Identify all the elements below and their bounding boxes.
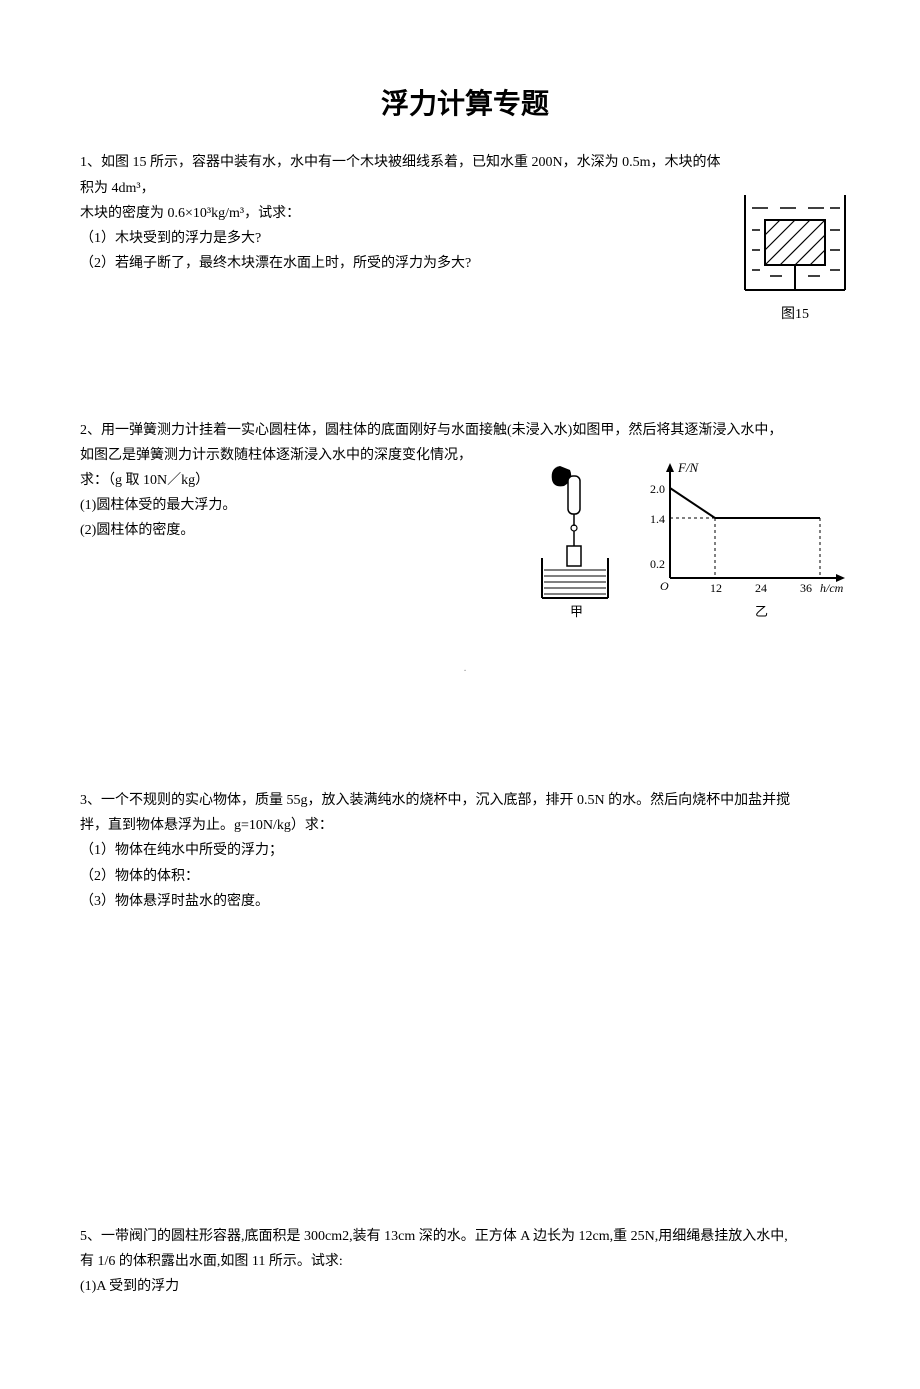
q5-line1: 5、一带阀门的圆柱形容器,底面积是 300cm2,装有 13cm 深的水。正方体…: [80, 1224, 850, 1249]
q1-line2: 木块的密度为 0.6×10³kg/m³，试求：: [80, 201, 730, 226]
q2-ytick-2: 2.0: [650, 482, 665, 496]
q3-sub2: （2）物体的体积：: [80, 864, 850, 889]
q2-xlabel: h/cm: [820, 581, 844, 595]
q2-xtick-12: 12: [710, 581, 722, 595]
q3-line2: 拌，直到物体悬浮为止。g=10N/kg）求：: [80, 813, 850, 838]
question-2: 2、用一弹簧测力计挂着一实心圆柱体，圆柱体的底面刚好与水面接触(未浸入水)如图甲…: [80, 418, 850, 628]
q3-sub1: （1）物体在纯水中所受的浮力；: [80, 838, 850, 863]
page-title: 浮力计算专题: [80, 80, 850, 130]
q2-sub1: (1)圆柱体受的最大浮力。: [80, 493, 530, 518]
q2-ytick-02: 0.2: [650, 557, 665, 571]
q2-xtick-36: 36: [800, 581, 812, 595]
q1-figure-caption: 图15: [740, 302, 850, 327]
q5-sub1: (1)A 受到的浮力: [80, 1274, 850, 1299]
q2-sub2: (2)圆柱体的密度。: [80, 518, 530, 543]
q2-figures: 甲 2.0 1.4 0.2 O 12 24: [530, 458, 850, 628]
q2-cap-right: 乙: [755, 604, 768, 619]
q2-line3: 求：（g 取 10N／kg）: [80, 468, 530, 493]
q2-line1: 2、用一弹簧测力计挂着一实心圆柱体，圆柱体的底面刚好与水面接触(未浸入水)如图甲…: [80, 418, 850, 443]
q2-cap-left: 甲: [570, 604, 583, 619]
q2-xtick-24: 24: [755, 581, 767, 595]
q1-line1: 1、如图 15 所示，容器中装有水，水中有一个木块被细线系着，已知水重 200N…: [80, 150, 730, 200]
question-3: 3、一个不规则的实心物体，质量 55g，放入装满纯水的烧杯中，沉入底部，排开 0…: [80, 788, 850, 914]
q1-sub2: （2）若绳子断了，最终木块漂在水面上时，所受的浮力为多大?: [80, 251, 730, 276]
q1-sub1: （1）木块受到的浮力是多大?: [80, 226, 730, 251]
q1-figure: 图15: [740, 190, 850, 327]
q2-ylabel: F/N: [677, 460, 700, 475]
question-5: 5、一带阀门的圆柱形容器,底面积是 300cm2,装有 13cm 深的水。正方体…: [80, 1224, 850, 1300]
q2-origin: O: [660, 579, 669, 593]
dot-mark: ·: [463, 666, 466, 677]
q3-line1: 3、一个不规则的实心物体，质量 55g，放入装满纯水的烧杯中，沉入底部，排开 0…: [80, 788, 850, 813]
question-1: 1、如图 15 所示，容器中装有水，水中有一个木块被细线系着，已知水重 200N…: [80, 150, 850, 327]
q2-ytick-14: 1.4: [650, 512, 665, 526]
q3-sub3: （3）物体悬浮时盐水的密度。: [80, 889, 850, 914]
q5-line2: 有 1/6 的体积露出水面,如图 11 所示。试求:: [80, 1249, 850, 1274]
